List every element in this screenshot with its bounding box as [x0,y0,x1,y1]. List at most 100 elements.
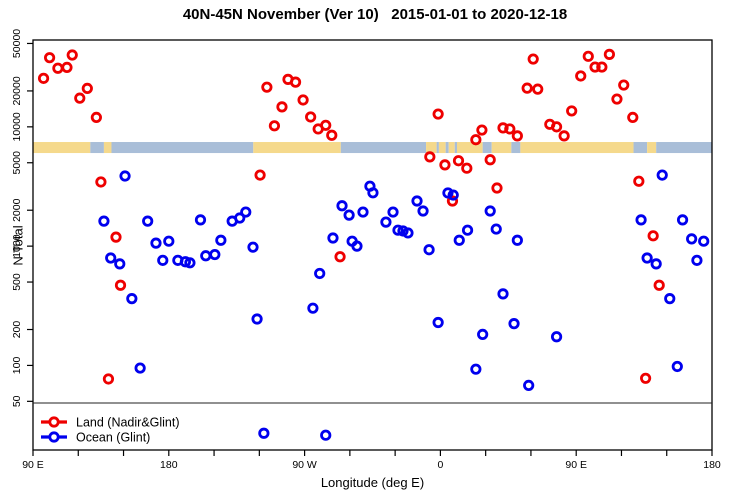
map-band-segment-ocean [633,142,648,154]
ocean-data-point [442,187,454,199]
map-band-segment-ocean [90,142,104,154]
ocean-data-point [470,363,482,375]
land-data-point [334,251,346,263]
map-band-segment-ocean [511,142,521,154]
land-data-point [484,154,496,166]
tick-label: 10000 [11,112,23,141]
land-data-point [268,120,281,132]
map-band-segment-ocean [454,142,457,154]
ocean-data-point [215,234,227,246]
ocean-data-point [686,233,698,245]
land-data-point [603,48,615,60]
tick-label: 20000 [11,76,23,105]
land-data-point [326,129,338,141]
tick-label: 90 E [22,459,44,471]
ocean-data-point [357,206,369,218]
land-data-point [320,119,332,131]
tick-label: 180 [160,459,178,471]
map-band-segment-land [103,142,112,154]
land-data-point [74,92,86,104]
tick-label: 50000 [11,29,23,58]
tick-label: 180 [703,459,721,471]
land-data-point [305,111,317,123]
chart-title: 40N-45N November (Ver 10) 2015-01-01 to … [182,6,568,23]
land-data-point [521,82,533,94]
ocean-data-point [650,258,662,270]
land-data-point [633,175,645,187]
tick-label: 90 W [292,459,317,471]
ocean-data-point [119,170,131,182]
map-band-segment-land [520,142,634,154]
land-data-point [114,279,127,291]
ocean-data-point [346,235,358,247]
ocean-data-point [251,313,263,325]
ocean-data-point [200,250,212,262]
land-data-point [575,70,587,82]
map-band-segment-ocean [482,142,492,154]
land-data-point [81,82,93,95]
land-data-point [102,373,115,385]
land-data-point [497,122,509,134]
land-data-point [550,121,563,133]
land-data-point [261,81,273,93]
ocean-data-point [240,206,252,218]
ocean-data-point [209,248,221,261]
plot-border [32,39,713,451]
ocean-data-point [461,224,474,236]
ocean-data-point [664,293,676,305]
ocean-data-point [126,293,138,305]
ocean-data-point [105,252,117,264]
land-data-point [476,124,488,136]
ocean-data-point [247,241,259,253]
ocean-data-point [447,189,459,201]
land-data-point [43,52,56,64]
map-band-segment-ocean [340,142,427,154]
ocean-data-point [490,223,502,235]
land-data-point [640,372,652,384]
ocean-data-point [327,232,339,244]
ocean-data-point [453,234,465,246]
ocean-data-point [163,235,175,247]
ocean-data-point [635,214,647,226]
ocean-data-point [656,169,668,181]
ocean-data-point [380,216,392,228]
ocean-data-point [184,257,196,269]
legend-marker-ocean [48,431,60,443]
land-data-point [37,72,50,84]
legend-label-ocean: Ocean (Glint) [76,431,150,445]
ocean-data-point [691,254,703,266]
ocean-data-point [98,215,110,227]
tick-label: 1000 [11,234,23,258]
ocean-data-point [698,235,710,247]
ocean-data-point [477,328,489,340]
ocean-data-point [417,205,429,217]
map-band-segment-ocean [436,142,439,154]
ocean-data-point [307,302,319,314]
legend-marker-land [48,416,60,428]
land-data-point [532,83,544,95]
ocean-data-point [343,209,355,221]
land-data-point [52,62,64,74]
land-data-point [511,130,523,142]
tick-label: 500 [11,273,23,291]
map-band-segment-land [438,142,446,154]
land-data-point [470,134,482,146]
map-band-segment-ocean [111,142,254,154]
ocean-data-point [508,318,520,330]
ocean-data-point [641,252,653,264]
land-data-point [90,111,102,123]
land-data-point [647,230,659,242]
land-data-point [110,231,122,243]
ocean-data-point [676,214,689,226]
map-band-segment-land [448,142,455,154]
ocean-data-point [157,254,169,266]
ocean-data-point [402,227,414,239]
land-data-point [439,159,451,171]
land-data-point [653,279,665,291]
land-data-point [276,101,288,113]
tick-label: 90 E [565,459,587,471]
land-data-point [289,76,302,88]
ocean-data-point [134,362,146,374]
map-band-segment-land [253,142,341,154]
